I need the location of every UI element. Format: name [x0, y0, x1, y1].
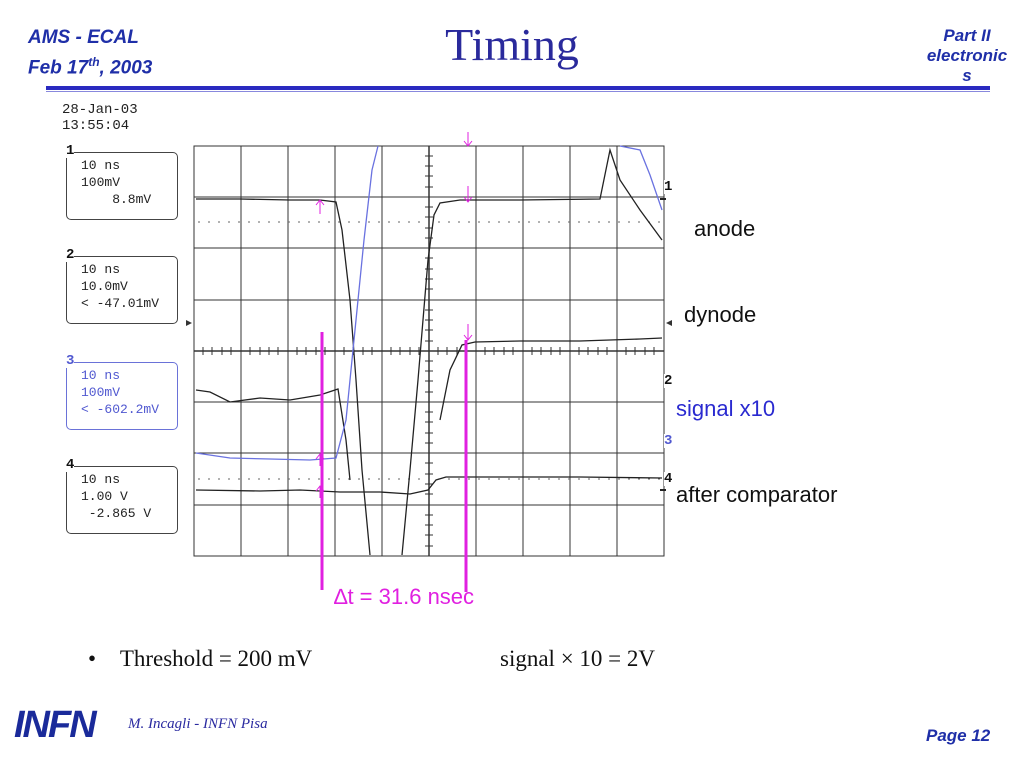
channel-1-reading: 8.8mV	[81, 192, 152, 207]
channel-4-settings: 10 ns 1.00 V -2.865 V	[66, 466, 178, 534]
threshold-arrows	[315, 132, 473, 498]
threshold-text: Threshold = 200 mV	[119, 646, 313, 671]
scope-date: 28-Jan-03	[62, 102, 138, 118]
header-date-year: , 2003	[99, 57, 153, 79]
channel-3-scale: 100mV	[81, 385, 121, 400]
header-section: electronic	[926, 46, 1008, 65]
header-divider-thin	[46, 91, 990, 92]
trace-after-comparator	[195, 476, 663, 495]
graticule-ticks	[202, 155, 655, 547]
trace-signal-x10	[195, 145, 379, 461]
label-signal: signal x10	[676, 396, 776, 421]
channel-1-timebase: 10 ns	[81, 158, 121, 173]
header-date: Feb 17th, 2003	[28, 50, 152, 80]
graticule-grid	[193, 145, 665, 557]
channel-1-settings: 10 ns 100mV 8.8mV	[66, 152, 178, 220]
footer-author: M. Incagli - INFN Pisa	[128, 716, 268, 732]
label-anode: anode	[694, 216, 756, 241]
channel-3-number: 3	[66, 353, 75, 369]
bullet-dot-icon: •	[88, 646, 97, 671]
channel-1-number: 1	[66, 143, 75, 159]
trace-dynode-right	[439, 337, 663, 421]
threshold-bullet: • Threshold = 200 mV	[88, 646, 312, 672]
signal-gain-text: signal × 10 = 2V	[500, 646, 655, 671]
channel-2-scale: 10.0mV	[81, 279, 128, 294]
channel-3-settings: 10 ns 100mV < -602.2mV	[66, 362, 178, 430]
scope-time: 13:55:04	[62, 118, 130, 134]
trace-anode-return	[401, 147, 663, 556]
channel-2-settings: 10 ns 10.0mV < -47.01mV	[66, 256, 178, 324]
header-left: AMS - ECAL Feb 17th, 2003	[28, 26, 152, 80]
trace-anode	[196, 198, 371, 556]
channel-4-scale: 1.00 V	[81, 489, 128, 504]
trace-3-indicator: 3	[664, 433, 673, 449]
header-date-day: Feb 17	[28, 57, 89, 79]
trace-dynode	[195, 388, 351, 481]
header-section-wrap: s	[962, 66, 972, 85]
label-dynode: dynode	[684, 302, 757, 327]
delta-t-label: ∆t = 31.6 nsec	[334, 584, 475, 609]
header-part: Part II	[943, 26, 991, 45]
page-number: Page 12	[926, 726, 991, 745]
infn-logo: INFN	[14, 704, 97, 746]
channel-3-reading: < -602.2mV	[81, 402, 160, 417]
label-comparator: after comparator	[676, 482, 838, 507]
trace-2-indicator: 2	[664, 373, 673, 389]
channel-3-timebase: 10 ns	[81, 368, 121, 383]
channel-4-timebase: 10 ns	[81, 472, 121, 487]
reference-dotted-lines	[198, 221, 660, 480]
slide-title: Timing	[445, 19, 579, 70]
trace-4-indicator: 4	[664, 471, 673, 487]
channel-2-reading: < -47.01mV	[81, 296, 160, 311]
channel-2-number: 2	[66, 247, 75, 263]
scope-timestamp: 28-Jan-03 13:55:04	[62, 102, 138, 134]
header-project: AMS - ECAL	[28, 27, 139, 48]
channel-4-number: 4	[66, 457, 75, 473]
trace-signal-x10-right	[619, 145, 663, 211]
header-divider	[46, 86, 990, 90]
header-right: Part II electronic s	[912, 26, 1022, 86]
oscilloscope-capture	[60, 100, 676, 558]
channel-4-reading: -2.865 V	[81, 506, 152, 521]
ground-level-markers	[186, 320, 672, 326]
channel-1-scale: 100mV	[81, 175, 121, 190]
channel-2-timebase: 10 ns	[81, 262, 121, 277]
trace-1-indicator: 1	[664, 179, 673, 195]
header-date-suffix: th	[88, 55, 100, 69]
